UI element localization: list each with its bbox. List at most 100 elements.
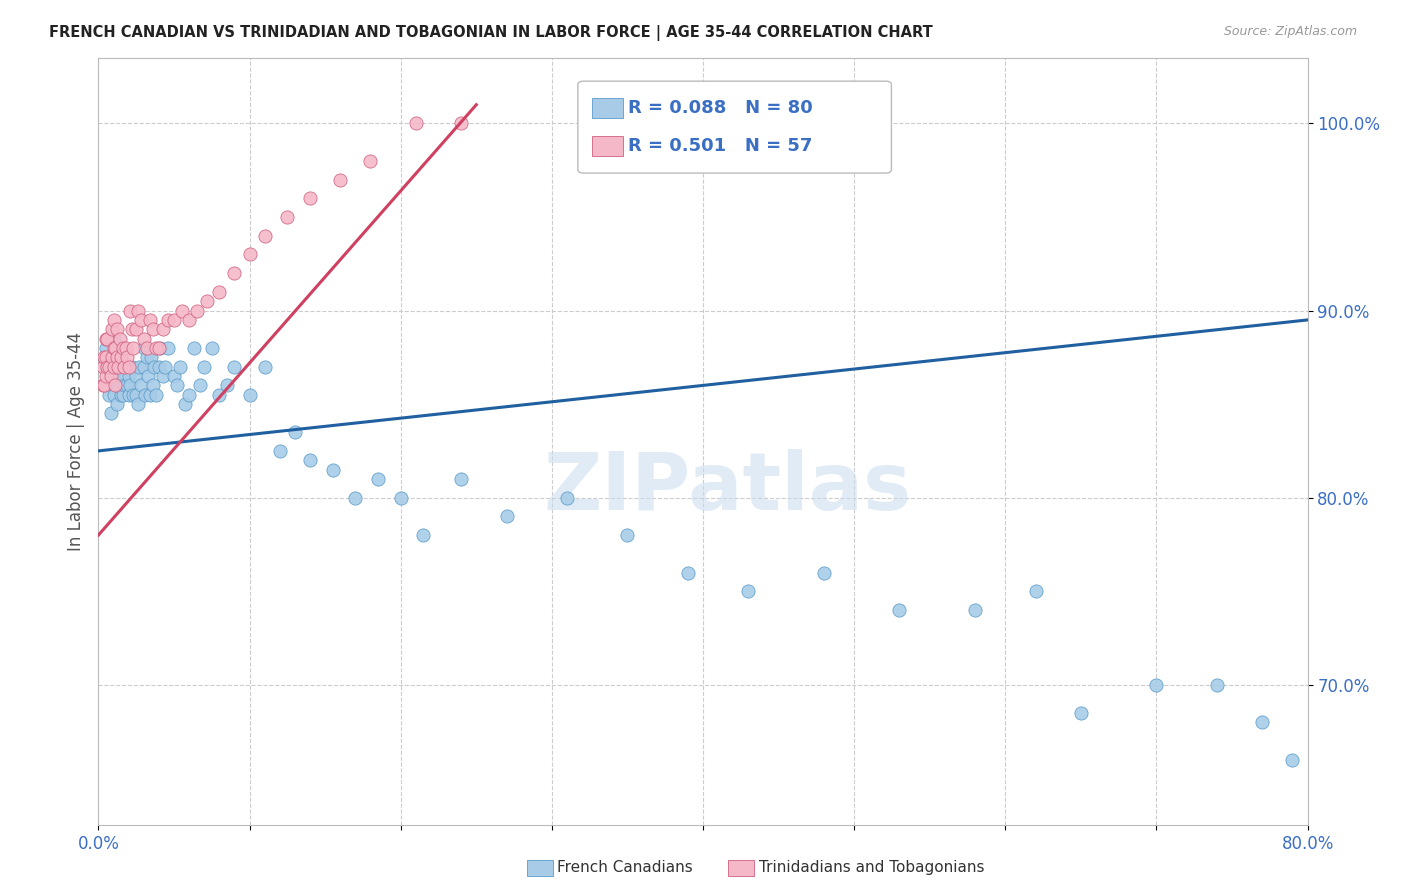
Point: [142, 322, 165, 336]
Point: [103, 388, 125, 402]
Point: [153, 359, 176, 374]
Point: [179, 388, 201, 402]
Point: [188, 378, 211, 392]
Point: [253, 359, 276, 374]
Point: [93, 351, 115, 365]
Point: [127, 303, 149, 318]
Point: [101, 351, 124, 365]
Point: [114, 359, 136, 374]
Point: [118, 388, 141, 402]
Text: French Canadians: French Canadians: [557, 861, 693, 875]
Point: [166, 378, 188, 392]
Point: [239, 388, 262, 402]
Point: [135, 341, 157, 355]
Point: [108, 332, 131, 346]
Point: [98, 388, 121, 402]
Point: [329, 172, 352, 186]
Point: [142, 378, 165, 392]
Point: [94, 369, 117, 384]
Point: [103, 313, 125, 327]
Point: [110, 369, 132, 384]
Text: R = 0.088   N = 80: R = 0.088 N = 80: [628, 99, 813, 117]
Point: [96, 359, 118, 374]
Point: [322, 462, 344, 476]
Text: ZIPatlas: ZIPatlas: [543, 449, 911, 526]
Point: [1281, 753, 1303, 767]
Point: [1206, 678, 1229, 692]
Point: [145, 388, 167, 402]
Point: [139, 388, 162, 402]
Point: [965, 603, 987, 617]
Point: [118, 369, 141, 384]
Point: [94, 332, 117, 346]
Point: [405, 116, 427, 130]
Point: [555, 491, 578, 505]
Point: [104, 378, 127, 392]
Point: [201, 341, 224, 355]
Point: [163, 369, 186, 384]
Point: [183, 341, 205, 355]
Point: [122, 341, 145, 355]
Point: [118, 359, 141, 374]
Point: [344, 491, 367, 505]
Point: [135, 351, 157, 365]
Point: [103, 369, 125, 384]
Point: [145, 341, 167, 355]
Point: [103, 351, 125, 365]
Point: [122, 388, 145, 402]
Point: [93, 378, 115, 392]
Text: R = 0.501   N = 57: R = 0.501 N = 57: [628, 137, 813, 155]
Point: [389, 491, 412, 505]
Point: [215, 378, 238, 392]
Point: [299, 191, 322, 205]
Point: [94, 359, 117, 374]
Point: [134, 388, 156, 402]
Point: [1024, 584, 1046, 599]
Point: [253, 228, 276, 243]
Point: [1251, 715, 1274, 730]
Point: [139, 313, 162, 327]
Point: [284, 425, 307, 440]
Point: [239, 247, 262, 261]
Point: [169, 359, 191, 374]
Point: [127, 397, 149, 411]
Point: [94, 351, 117, 365]
Point: [141, 351, 163, 365]
Point: [98, 359, 121, 374]
Point: [224, 359, 246, 374]
Point: [120, 303, 142, 318]
Point: [276, 210, 298, 224]
Point: [112, 359, 135, 374]
Point: [450, 116, 472, 130]
Point: [125, 322, 148, 336]
Point: [101, 322, 124, 336]
Point: [132, 332, 155, 346]
Point: [136, 369, 159, 384]
Point: [1144, 678, 1167, 692]
Point: [143, 359, 166, 374]
Point: [103, 341, 125, 355]
Point: [112, 378, 135, 392]
Point: [179, 313, 201, 327]
Point: [129, 313, 152, 327]
Point: [495, 509, 517, 524]
Point: [91, 378, 114, 392]
Point: [676, 566, 699, 580]
Point: [105, 322, 128, 336]
Point: [105, 397, 128, 411]
Point: [208, 285, 231, 299]
Point: [107, 359, 129, 374]
Point: [132, 359, 155, 374]
Point: [114, 341, 136, 355]
Point: [1070, 706, 1092, 720]
Point: [120, 378, 142, 392]
Point: [889, 603, 911, 617]
Point: [224, 266, 246, 280]
Point: [195, 294, 218, 309]
Point: [125, 369, 148, 384]
Point: [813, 566, 835, 580]
Point: [125, 388, 148, 402]
Text: Trinidadians and Tobagonians: Trinidadians and Tobagonians: [759, 861, 984, 875]
Point: [163, 313, 186, 327]
Point: [148, 341, 170, 355]
